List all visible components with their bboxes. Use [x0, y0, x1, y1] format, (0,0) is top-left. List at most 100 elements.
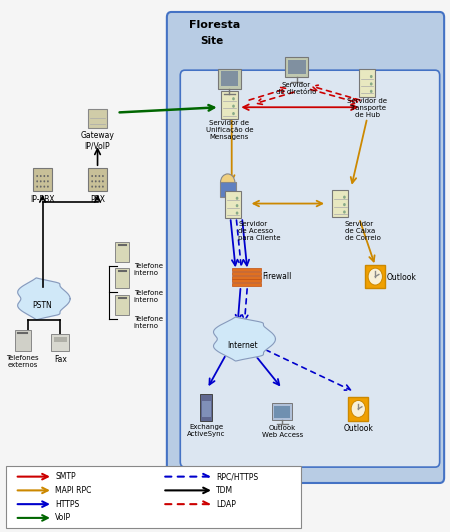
Text: Outlook: Outlook	[387, 273, 417, 282]
Text: PSTN: PSTN	[33, 301, 52, 310]
Bar	[365, 265, 385, 288]
Bar	[6, 466, 301, 528]
Circle shape	[99, 186, 100, 188]
Text: Servidor
de Caixa
de Correio: Servidor de Caixa de Correio	[345, 221, 381, 241]
Circle shape	[102, 175, 104, 177]
Bar	[232, 279, 261, 282]
Text: Outlook
Web Access: Outlook Web Access	[261, 425, 303, 438]
Circle shape	[44, 175, 45, 177]
Bar	[225, 191, 241, 218]
Polygon shape	[18, 278, 70, 320]
Circle shape	[36, 186, 38, 188]
Bar	[285, 57, 308, 77]
Circle shape	[44, 186, 45, 188]
Circle shape	[36, 180, 38, 182]
Circle shape	[236, 204, 238, 207]
Bar	[288, 60, 306, 74]
Text: Servidor
de Acesso
para Cliente: Servidor de Acesso para Cliente	[238, 221, 281, 241]
Text: Servidor
de diretório: Servidor de diretório	[276, 82, 317, 95]
Bar	[348, 397, 368, 420]
Bar	[232, 272, 261, 275]
Text: Telefones
externos: Telefones externos	[7, 355, 39, 368]
Circle shape	[236, 197, 238, 200]
Bar	[359, 69, 375, 97]
Text: Internet: Internet	[228, 341, 258, 350]
Text: Exchange
ActiveSync: Exchange ActiveSync	[187, 423, 225, 437]
Text: Telefone
interno: Telefone interno	[134, 263, 163, 276]
Text: Gateway
IP/VoIP: Gateway IP/VoIP	[81, 131, 114, 151]
Circle shape	[40, 175, 42, 177]
Text: IP-PBX: IP-PBX	[30, 195, 55, 204]
Text: SMTP: SMTP	[55, 472, 76, 481]
Circle shape	[370, 90, 373, 93]
Circle shape	[91, 186, 93, 188]
Bar	[33, 168, 52, 191]
Text: Telefone
interno: Telefone interno	[134, 317, 163, 329]
Circle shape	[47, 180, 49, 182]
Circle shape	[36, 175, 38, 177]
FancyBboxPatch shape	[180, 70, 440, 467]
Polygon shape	[213, 317, 275, 361]
Circle shape	[351, 401, 365, 418]
Bar	[115, 242, 129, 262]
Bar	[232, 283, 261, 286]
Circle shape	[370, 75, 373, 78]
Circle shape	[368, 268, 382, 285]
Bar	[202, 402, 211, 418]
Circle shape	[102, 180, 104, 182]
Text: PBX: PBX	[90, 195, 105, 204]
Circle shape	[343, 196, 346, 199]
Circle shape	[91, 175, 93, 177]
Circle shape	[47, 175, 49, 177]
Bar	[272, 403, 292, 420]
Circle shape	[95, 175, 97, 177]
Circle shape	[47, 186, 49, 188]
Circle shape	[99, 175, 100, 177]
Bar	[54, 337, 67, 342]
Bar	[115, 268, 129, 288]
Text: Servidor de
Transporte
de Hub: Servidor de Transporte de Hub	[347, 98, 387, 118]
Circle shape	[232, 97, 235, 101]
Text: Servidor de
Unificação de
Mensagens: Servidor de Unificação de Mensagens	[206, 120, 253, 140]
Bar	[221, 92, 238, 119]
Circle shape	[95, 180, 97, 182]
Circle shape	[44, 180, 45, 182]
Bar	[274, 406, 290, 418]
Circle shape	[236, 212, 238, 215]
Circle shape	[232, 112, 235, 115]
Text: HTTPS: HTTPS	[55, 500, 79, 509]
Circle shape	[40, 180, 42, 182]
Bar	[333, 190, 348, 217]
Circle shape	[370, 82, 373, 86]
Text: TDM: TDM	[216, 486, 233, 495]
Circle shape	[102, 186, 104, 188]
Bar	[232, 268, 261, 271]
Text: Floresta: Floresta	[189, 20, 240, 30]
Bar	[115, 295, 129, 315]
Circle shape	[40, 186, 42, 188]
Circle shape	[343, 203, 346, 206]
Bar	[220, 182, 236, 197]
FancyBboxPatch shape	[167, 12, 444, 483]
Text: LDAP: LDAP	[216, 500, 236, 509]
Bar	[88, 168, 108, 191]
Text: VoIP: VoIP	[55, 513, 71, 522]
Text: Telefone
interno: Telefone interno	[134, 290, 163, 303]
Circle shape	[91, 180, 93, 182]
Text: Firewall: Firewall	[262, 272, 292, 281]
Text: RPC/HTTPS: RPC/HTTPS	[216, 472, 258, 481]
Circle shape	[220, 174, 235, 191]
Bar	[200, 394, 212, 420]
Text: MAPI RPC: MAPI RPC	[55, 486, 91, 495]
Bar	[220, 71, 238, 86]
Circle shape	[99, 180, 100, 182]
Bar	[218, 69, 241, 89]
Text: Site: Site	[200, 36, 224, 46]
Bar	[232, 276, 261, 279]
Circle shape	[343, 211, 346, 214]
Bar	[51, 334, 69, 351]
Bar	[15, 329, 31, 351]
Circle shape	[95, 186, 97, 188]
Circle shape	[232, 105, 235, 108]
Text: Outlook: Outlook	[343, 423, 373, 433]
